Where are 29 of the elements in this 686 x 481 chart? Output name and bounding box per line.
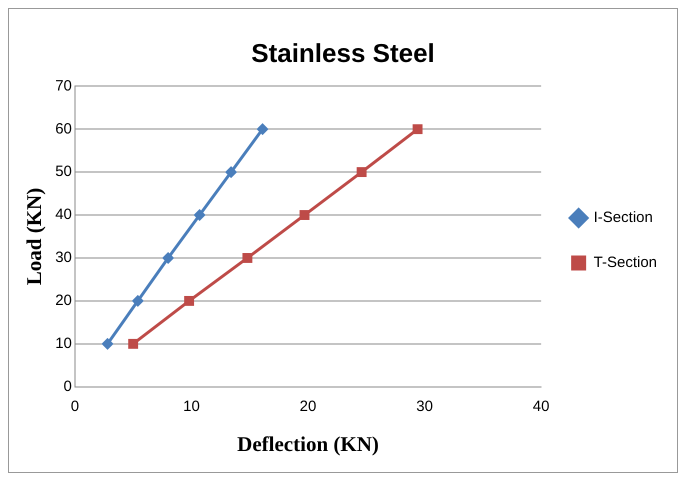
point: [102, 338, 114, 350]
legend-label: T-Section: [594, 254, 658, 272]
y-tick-label: 20: [55, 292, 72, 310]
y-axis-title: Load (KN): [22, 188, 46, 286]
x-tick-label: 40: [532, 398, 550, 415]
y-tick-label: 60: [55, 120, 72, 138]
point: [225, 166, 238, 178]
y-tick-label: 70: [55, 77, 72, 94]
y-tick-label: 40: [55, 206, 72, 224]
y-tick-label: 0: [64, 378, 72, 395]
chart-title: Stainless Steel: [251, 38, 435, 68]
x-axis-title: Deflection (KN): [237, 432, 379, 456]
point: [132, 294, 144, 307]
point: [356, 167, 367, 178]
y-tick-label: 30: [55, 249, 72, 266]
point: [162, 252, 174, 264]
x-tick-label: 20: [300, 398, 316, 415]
point: [256, 123, 269, 136]
point: [184, 296, 194, 306]
point: [300, 210, 310, 220]
point: [412, 124, 423, 134]
y-tick-label: 10: [55, 335, 72, 352]
x-tick-label: 30: [416, 398, 433, 415]
point: [242, 253, 252, 263]
legend-label: I-Section: [594, 209, 653, 226]
point: [194, 209, 206, 222]
y-tick-label: 50: [55, 163, 72, 180]
x-tick-label: 10: [183, 398, 200, 415]
point: [128, 338, 138, 349]
